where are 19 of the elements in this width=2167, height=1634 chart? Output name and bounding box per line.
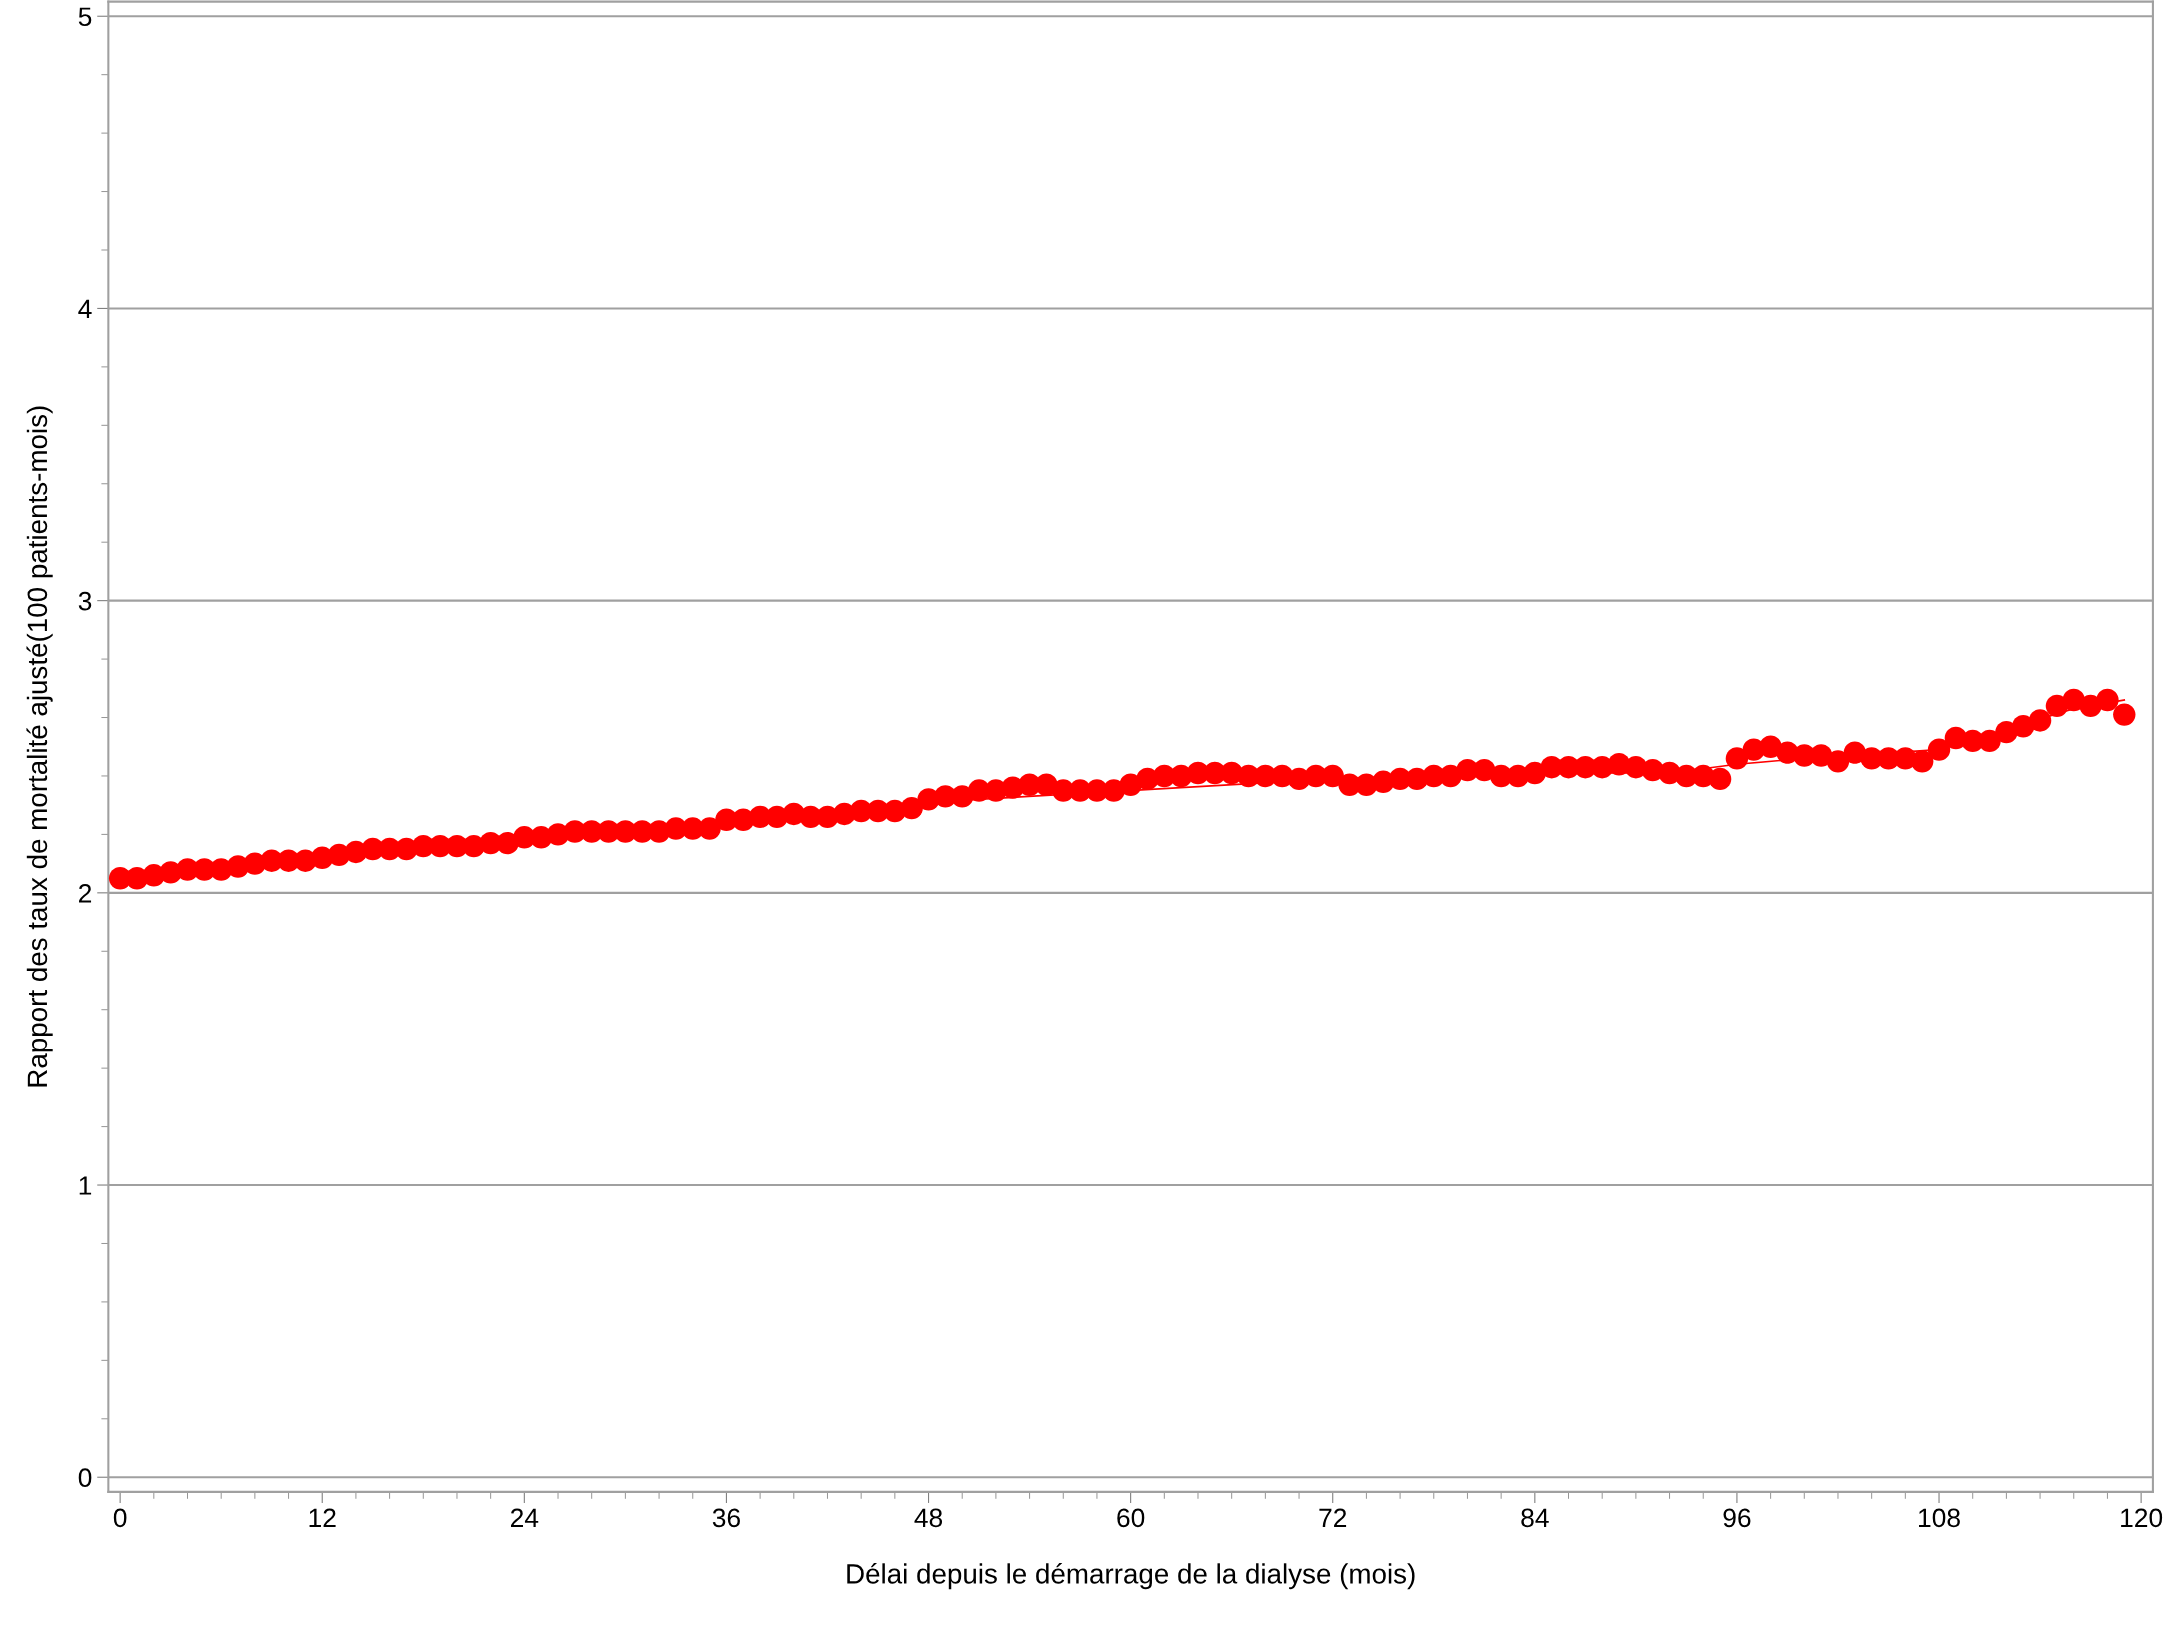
x-axis-title: Délai depuis le démarrage de la dialyse (mois) bbox=[847, 1562, 1415, 1590]
x-tick-label: 48 bbox=[914, 1508, 943, 1528]
x-tick-label: 96 bbox=[1723, 1508, 1751, 1528]
y-tick-label: 4 bbox=[78, 299, 92, 318]
x-tick-label: 108 bbox=[1919, 1508, 1960, 1528]
y-axis-title: Rapport des taux de mortalité ajusté(100 patients-mois) bbox=[26, 406, 53, 1087]
y-tick-label: 2 bbox=[79, 883, 92, 903]
y-tick-label: 5 bbox=[78, 7, 92, 27]
x-tick-label: 120 bbox=[2121, 1508, 2163, 1528]
x-tick-label: 12 bbox=[309, 1508, 336, 1527]
y-tick-label: 3 bbox=[78, 591, 92, 611]
x-tick-label: 72 bbox=[1319, 1508, 1347, 1527]
y-tick-label: 0 bbox=[78, 1468, 92, 1488]
x-tick-label: 36 bbox=[712, 1508, 740, 1528]
x-tick-label: 60 bbox=[1117, 1508, 1145, 1528]
x-tick-label: 0 bbox=[113, 1508, 127, 1528]
x-tick-label: 24 bbox=[510, 1508, 539, 1527]
y-tick-label: 1 bbox=[79, 1176, 92, 1195]
x-tick-label: 84 bbox=[1521, 1508, 1549, 1528]
